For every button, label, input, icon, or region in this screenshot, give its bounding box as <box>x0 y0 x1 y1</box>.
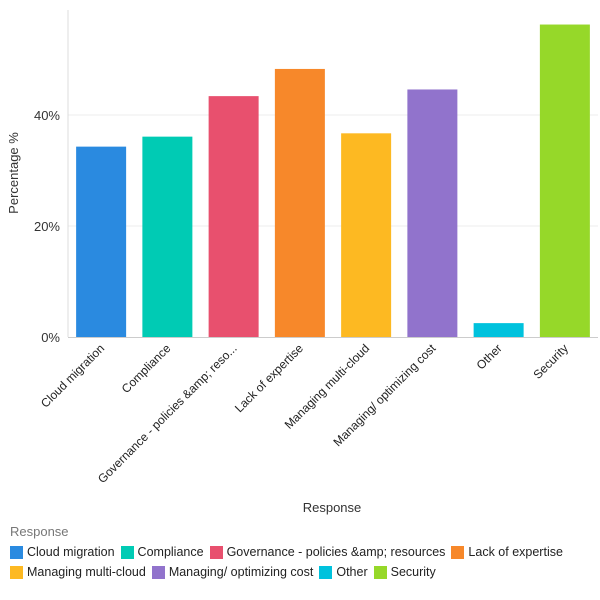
bar-governance-policies-amp-reso-[interactable] <box>208 96 259 337</box>
y-tick-label: 0% <box>41 330 60 345</box>
legend-swatch <box>120 545 134 559</box>
legend-label: Other <box>336 565 368 579</box>
bar-managing-multi-cloud[interactable] <box>341 133 392 337</box>
legend-label: Managing multi-cloud <box>27 565 146 579</box>
x-tick-label: Governance - policies &amp; reso... <box>95 341 240 486</box>
legend-label: Lack of expertise <box>468 545 563 559</box>
legend-item[interactable]: Cloud migration <box>10 545 115 559</box>
bar-cloud-migration[interactable] <box>76 146 127 337</box>
x-tick-label: Security <box>530 341 571 382</box>
legend-title: Response <box>10 524 69 539</box>
legend-swatch <box>209 545 223 559</box>
legend-item[interactable]: Security <box>373 565 436 579</box>
bar-chart: 0% 20% 40% Cloud migration ComplianceGovern… <box>6 10 598 515</box>
legend-label: Managing/ optimizing cost <box>168 565 314 579</box>
legend-label: Compliance <box>137 545 204 559</box>
x-tick-label: Compliance <box>119 341 174 396</box>
bar-compliance[interactable] <box>142 136 193 337</box>
legend-swatch <box>10 545 23 559</box>
legend-swatch <box>451 545 465 559</box>
y-axis-label: Percentage % <box>6 132 21 214</box>
legend-swatch <box>10 565 23 579</box>
x-axis-label: Response <box>303 500 362 515</box>
legend-label: Governance - policies &amp; resources <box>226 545 446 559</box>
legend-swatch <box>319 565 333 579</box>
legend-item[interactable]: Lack of expertise <box>451 545 563 559</box>
legend-item[interactable]: Managing/ optimizing cost <box>151 565 314 579</box>
bar-security[interactable] <box>539 24 590 337</box>
x-tick-label: Other <box>474 341 505 372</box>
bar-other[interactable] <box>473 323 524 337</box>
legend-item[interactable]: Other <box>319 565 368 579</box>
legend-swatch <box>151 565 165 579</box>
bar-lack-of-expertise[interactable] <box>274 68 325 337</box>
legend-label: Cloud migration <box>27 545 115 559</box>
legend-item[interactable]: Governance - policies &amp; resources <box>209 545 446 559</box>
x-tick-label: Lack of expertise <box>232 341 306 415</box>
legend-label: Security <box>390 565 436 579</box>
legend-swatch <box>373 565 387 579</box>
legend-item[interactable]: Compliance <box>120 545 204 559</box>
y-tick-label: 20% <box>34 219 60 234</box>
legend: Response Cloud migration Compliance Govern… <box>10 524 600 579</box>
legend-item[interactable]: Managing multi-cloud <box>10 565 146 579</box>
x-tick-label: Cloud migration <box>38 341 107 410</box>
bar-managing-optimizing-cost[interactable] <box>407 89 458 337</box>
y-tick-label: 40% <box>34 108 60 123</box>
